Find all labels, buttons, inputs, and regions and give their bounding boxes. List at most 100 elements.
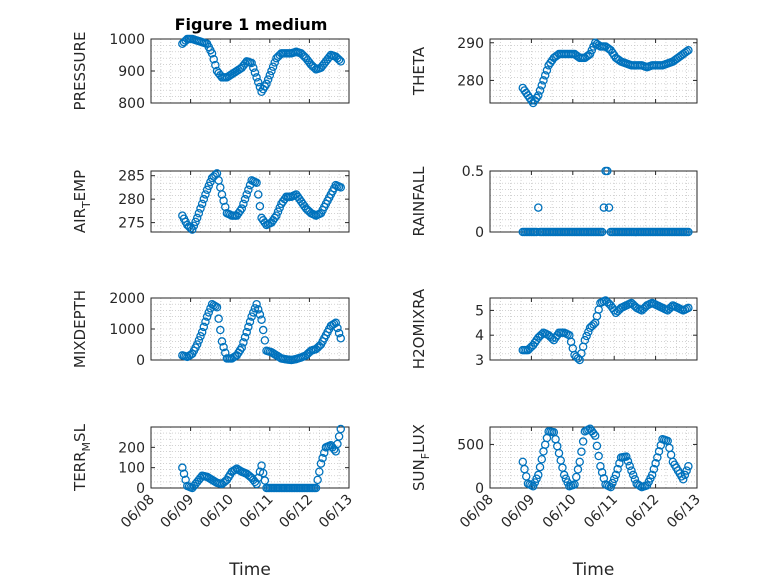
x-tick-label: 06/08 <box>118 492 158 532</box>
y-axis-label-rest: SL <box>71 423 89 442</box>
data-point <box>192 213 202 223</box>
data-point <box>237 204 246 213</box>
data-point <box>336 57 345 66</box>
data-point <box>187 225 197 234</box>
y-tick-label: 1000 <box>109 32 145 48</box>
data-point <box>237 343 246 352</box>
data-point <box>209 55 218 64</box>
panel-pressure: 800 900 1000 PRESSURE <box>71 32 350 112</box>
data-point <box>580 335 590 345</box>
x-tick-label: 06/10 <box>540 492 580 532</box>
y-tick-label: 200 <box>118 440 145 456</box>
y-axis-label: RAINFALL <box>410 166 428 237</box>
data-point <box>336 334 345 343</box>
data-point <box>608 478 617 488</box>
data-point <box>609 474 619 484</box>
data-point <box>570 480 579 489</box>
data-point <box>242 327 251 337</box>
panel-h2omixra: 3 4 5 H2OMIXRA <box>410 288 698 369</box>
data-point <box>214 176 223 185</box>
data-point <box>197 327 207 337</box>
data-point <box>257 315 266 324</box>
data-point <box>684 46 693 55</box>
data-point <box>573 465 583 474</box>
data-point <box>318 453 327 463</box>
data-point <box>534 470 543 480</box>
data-point <box>260 336 270 345</box>
data-point <box>521 472 531 481</box>
data-point <box>651 459 660 468</box>
y-axis-label: THETA <box>410 46 428 96</box>
data-point <box>255 201 265 211</box>
data-point <box>331 318 341 328</box>
data-point <box>245 317 255 327</box>
data-point <box>596 461 605 471</box>
y-tick-label: 5 <box>475 303 484 319</box>
data-point <box>262 79 271 89</box>
data-point <box>684 303 693 313</box>
panel-theta: 280 290 THETA <box>410 36 698 108</box>
y-tick-label: 275 <box>118 216 145 232</box>
x-tick-label: 06/09 <box>158 492 198 532</box>
data-point <box>604 203 614 212</box>
y-axis-label-main: MIXDEPTH <box>71 290 89 368</box>
figure-title: Figure 1 medium <box>175 15 328 34</box>
data-point <box>260 476 270 485</box>
data-point <box>263 75 273 84</box>
data-point <box>212 303 222 312</box>
data-point <box>202 185 212 195</box>
y-axis-label: SUNFLUX <box>410 424 432 491</box>
y-tick-label: 290 <box>457 36 484 52</box>
data-point <box>216 325 225 335</box>
y-tick-label: 500 <box>457 437 484 453</box>
data-point <box>537 81 547 90</box>
data-point <box>204 181 213 191</box>
data-point <box>653 453 662 462</box>
y-axis-label-main: RAINFALL <box>410 166 428 237</box>
data-point <box>250 68 260 77</box>
y-tick-label: 3 <box>475 353 484 369</box>
data-point <box>197 199 207 209</box>
data-point <box>313 475 322 485</box>
data-point <box>553 441 562 451</box>
y-axis-label: H2OMIXRA <box>410 288 428 369</box>
data-point <box>590 431 600 440</box>
data-point <box>592 441 602 451</box>
data-point <box>540 71 550 80</box>
data-point <box>252 178 261 187</box>
data-point <box>201 190 210 199</box>
x-tick-label: 06/13 <box>316 492 356 532</box>
data-point <box>535 86 545 95</box>
data-point <box>235 206 245 216</box>
data-point <box>240 333 250 342</box>
data-point <box>217 337 227 346</box>
data-point <box>191 217 200 227</box>
data-point <box>628 470 638 480</box>
x-tick-label: 06/12 <box>276 492 316 532</box>
y-tick-label: 0 <box>136 353 145 369</box>
y-tick-label: 0 <box>475 225 484 241</box>
panel-terr_msl: 0 100 200 06/08 06/09 06/10 06/11 06/12 06/13 TER… <box>71 423 356 580</box>
data-point <box>682 47 691 56</box>
data-point <box>575 457 584 467</box>
data-point <box>207 49 217 58</box>
data-point <box>252 479 261 489</box>
data-point <box>194 336 204 345</box>
data-point <box>589 320 598 329</box>
data-point <box>179 469 189 479</box>
data-point <box>244 322 253 332</box>
y-axis-label: PRESSURE <box>71 32 89 111</box>
data-point <box>267 66 276 76</box>
data-point <box>623 457 633 466</box>
data-point <box>316 459 326 468</box>
data-point <box>214 314 223 323</box>
y-tick-label: 280 <box>457 73 484 89</box>
data-point <box>647 470 657 480</box>
data-point <box>204 308 213 317</box>
data-point <box>253 77 263 87</box>
data-point <box>534 91 543 100</box>
data-point <box>255 310 265 319</box>
x-tick-label: 06/10 <box>197 492 237 532</box>
y-tick-label: 900 <box>118 64 145 80</box>
